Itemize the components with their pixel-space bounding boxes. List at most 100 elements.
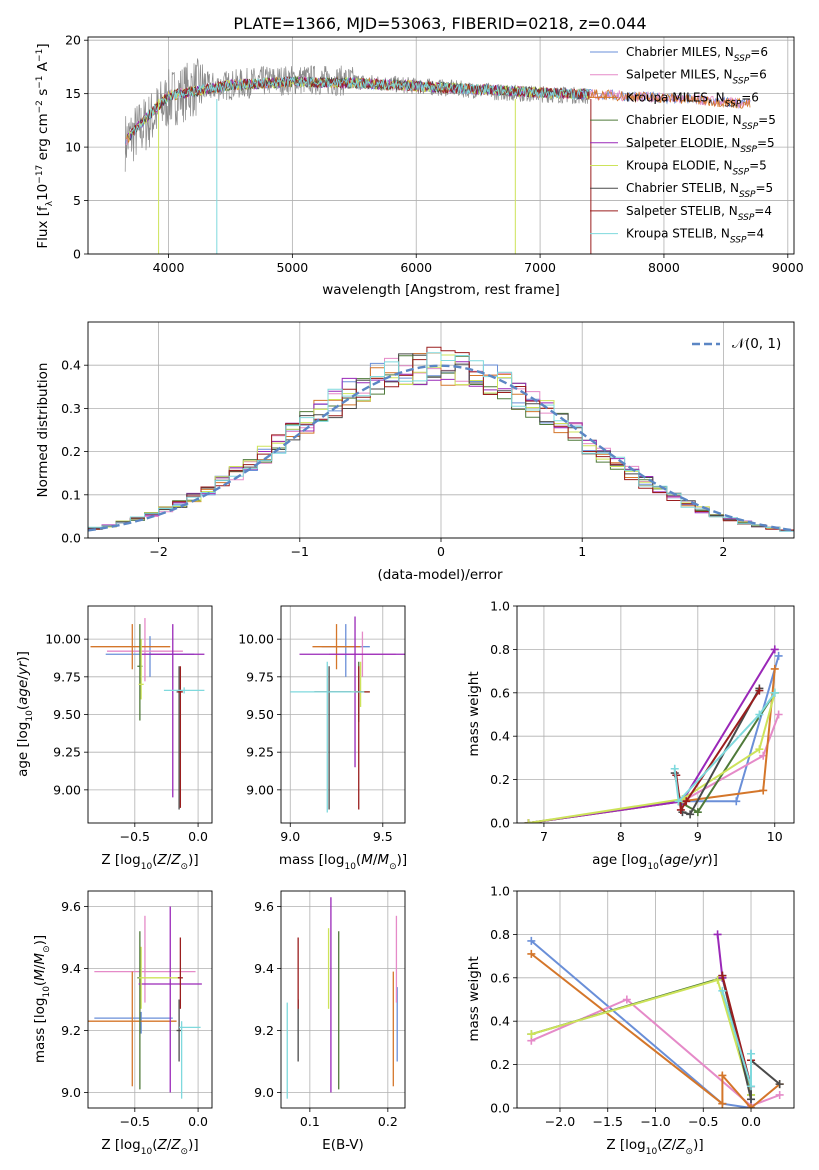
massebv-xlabel: E(B-V) — [322, 1137, 364, 1153]
residual-legend-label: 𝒩(0, 1) — [732, 336, 781, 352]
mwz-series-marker — [527, 949, 536, 958]
spectrum-ytick-label: 15 — [65, 86, 81, 101]
massebv-ytick-label: 9.6 — [254, 899, 274, 914]
residuals-xtick-label: −1 — [291, 544, 309, 559]
mwage-series-marker — [732, 797, 741, 806]
spectrum-xtick-label: 5000 — [276, 260, 308, 275]
residuals-axes: −2 −1 0 1 2 0.0 0.1 0.2 0.3 0.4 — [61, 322, 794, 559]
residuals-xtick-label: 0 — [437, 544, 445, 559]
agemass-plot-area — [290, 616, 405, 813]
mwage-xtick-label: 9 — [694, 829, 702, 844]
mwage-series-marker — [759, 786, 768, 795]
mwage-ytick-label: 0.0 — [490, 816, 510, 831]
residuals-xtick-label: −2 — [149, 544, 167, 559]
massz-axes: −0.5 0.0 9.0 9.2 9.4 9.6 — [61, 891, 212, 1129]
massz-ytick-label: 9.4 — [61, 961, 81, 976]
spectrum-legend-label: Chabrier STELIB, NSSP=5 — [626, 181, 773, 200]
massebv-xtick-label: 0.1 — [300, 1114, 320, 1129]
massz-xlabel: Z [log10(Z/Z⊙)] — [101, 1137, 198, 1157]
figure-title: PLATE=1366, MJD=53063, FIBERID=0218, z=0… — [233, 14, 646, 33]
massebv-ytick-label: 9.4 — [254, 961, 274, 976]
spectrum-legend-label: Kroupa ELODIE, NSSP=5 — [626, 159, 767, 178]
mwage-series-marker — [686, 810, 695, 819]
mwz-series-marker — [713, 930, 722, 939]
spectrum-ytick-label: 5 — [73, 193, 81, 208]
residuals-ytick-label: 0.3 — [61, 401, 81, 416]
mwz-series-marker — [775, 1080, 784, 1089]
mwage-xtick-label: 10 — [767, 829, 783, 844]
mwz-series-marker — [718, 1071, 727, 1080]
spectrum-ytick-label: 20 — [65, 33, 81, 48]
spectrum-ytick-label: 0 — [73, 247, 81, 262]
massz-xtick-label: −0.5 — [120, 1114, 150, 1129]
residual-xlabel: (data-model)/error — [377, 567, 503, 583]
residuals-ytick-label: 0.0 — [61, 531, 81, 546]
mwz-series-line — [721, 990, 752, 1087]
mwage-ytick-label: 0.6 — [490, 685, 510, 700]
mwz-series-marker — [747, 1104, 756, 1108]
spectrum-legend-label: Kroupa MILES, NSSP=6 — [626, 90, 759, 109]
mwage-series-line — [528, 714, 780, 823]
agez-ytick-label: 9.00 — [53, 782, 81, 797]
agemass-frame — [280, 605, 406, 824]
agez-axes: −0.5 0.0 9.00 9.25 9.50 9.75 10.00 — [45, 606, 212, 844]
mwz-ytick-label: 0.6 — [490, 970, 510, 985]
spectrum-legend-label: Salpeter STELIB, NSSP=4 — [626, 204, 772, 223]
spectrum-model-line — [130, 75, 590, 135]
mwz-series-marker — [747, 1049, 756, 1058]
mwz-series-marker — [718, 986, 727, 995]
massebv-ytick-label: 9.2 — [254, 1023, 274, 1038]
massz-ytick-label: 9.6 — [61, 899, 81, 914]
spectrum-legend-label: Chabrier MILES, NSSP=6 — [626, 45, 768, 64]
mwage-series-marker — [770, 645, 779, 654]
mwz-frame — [516, 890, 795, 1109]
agemass-axes: 9.0 9.5 9.00 9.25 9.50 9.75 10.00 — [238, 606, 405, 844]
mwage-series-marker — [693, 808, 702, 817]
agez-xtick-label: 0.0 — [188, 829, 208, 844]
mwz-ylabel: mass weight — [466, 956, 482, 1041]
spectrum-ytick-label: 10 — [65, 140, 81, 155]
mwz-series-marker — [622, 995, 631, 1004]
spectrum-frame — [87, 36, 795, 255]
mwage-series-marker — [755, 745, 764, 754]
massebv-axes: 0.1 0.2 9.0 9.2 9.4 9.6 — [254, 891, 405, 1129]
massz-ylabel: mass [log10(M/M⊙)] — [32, 935, 52, 1063]
agez-xtick-label: −0.5 — [120, 829, 150, 844]
mwz-ytick-label: 1.0 — [490, 884, 510, 899]
mwz-xtick-label: −1.5 — [593, 1114, 623, 1129]
mwage-ylabel: mass weight — [466, 671, 482, 756]
residuals-ytick-label: 0.1 — [61, 487, 81, 502]
massebv-plot-area — [286, 897, 398, 1099]
agemass-xlabel: mass [log10(M/M⊙)] — [279, 852, 407, 872]
mwz-plot-area — [527, 930, 784, 1108]
mwage-xtick-label: 7 — [540, 829, 548, 844]
residuals-xtick-label: 1 — [578, 544, 586, 559]
spectrum-axes: 4000 5000 6000 7000 8000 9000 0 5 10 15 20 — [65, 33, 804, 275]
mwage-series-marker — [774, 651, 783, 660]
mwage-series-marker — [674, 797, 683, 806]
massebv-xtick-label: 0.2 — [378, 1114, 398, 1129]
mwage-series-line — [528, 668, 776, 823]
mwage-series-marker — [770, 664, 779, 673]
mwz-xtick-label: 0.0 — [741, 1114, 761, 1129]
mwz-series-marker — [747, 1082, 756, 1091]
mwz-ytick-label: 0.2 — [490, 1057, 510, 1072]
mwage-frame — [516, 605, 795, 824]
mwz-series-marker — [747, 1095, 756, 1104]
mwz-series-marker — [527, 1030, 536, 1039]
mwage-series-line — [528, 655, 780, 823]
mwz-xtick-label: −2.0 — [545, 1114, 575, 1129]
agemass-ytick-label: 10.00 — [238, 632, 274, 647]
spectrum-legend-label: Salpeter ELODIE, NSSP=5 — [626, 136, 775, 155]
massz-ytick-label: 9.2 — [61, 1023, 81, 1038]
massz-ytick-label: 9.0 — [61, 1085, 81, 1100]
mwz-xtick-label: −0.5 — [688, 1114, 718, 1129]
agez-ytick-label: 9.75 — [53, 669, 81, 684]
mwage-series-marker — [774, 710, 783, 719]
spectrum-ylabel: Flux [fλ10−17 erg cm−2 s−1 A−1] — [35, 43, 55, 248]
mwz-ytick-label: 0.8 — [490, 927, 510, 942]
agez-ytick-label: 9.50 — [53, 707, 81, 722]
mwage-series-line — [675, 690, 761, 813]
agez-ylabel: age [log10(age/yr)] — [15, 651, 35, 777]
